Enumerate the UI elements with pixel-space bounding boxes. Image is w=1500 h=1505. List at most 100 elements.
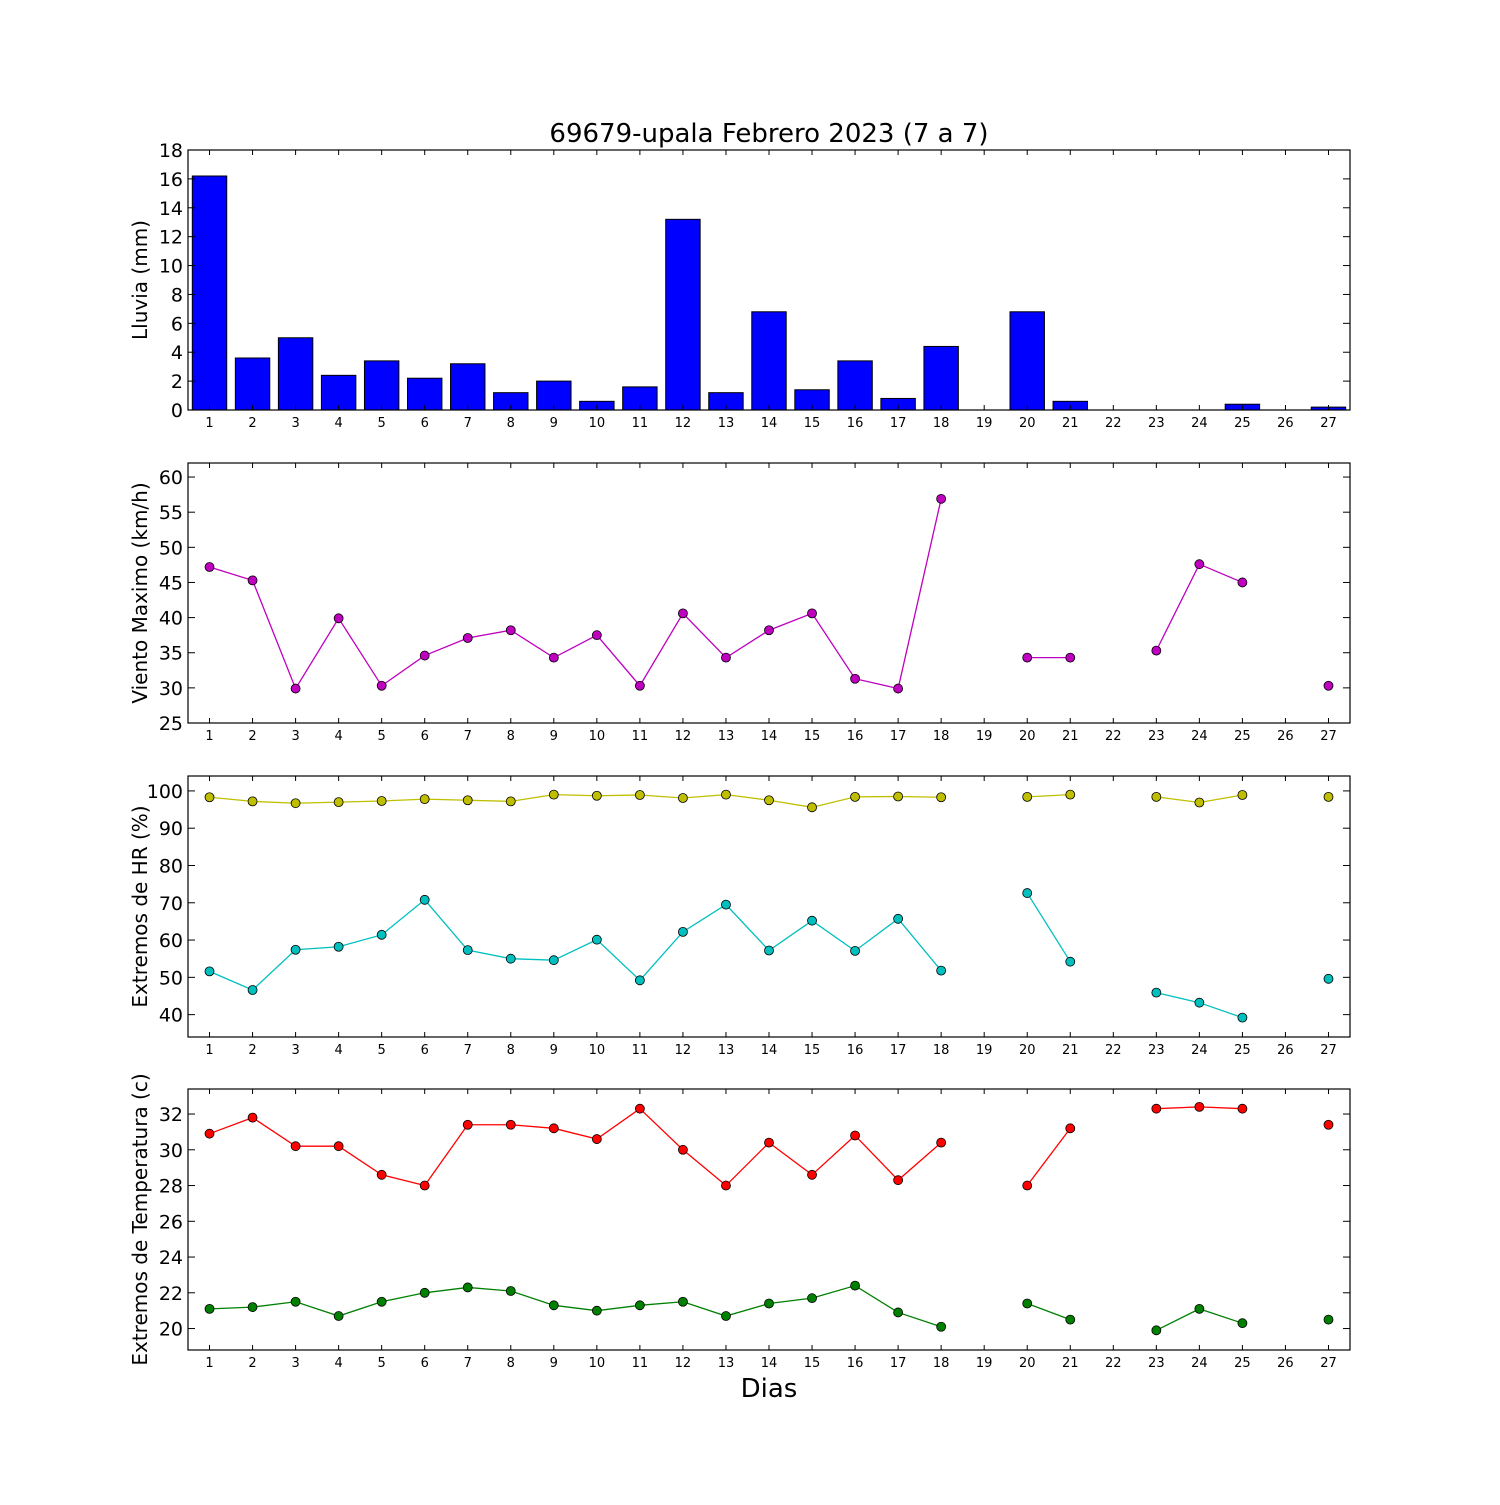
y-tick-label: 70 — [159, 893, 183, 915]
x-tick-label: 2 — [248, 1043, 256, 1058]
x-tick-label: 20 — [1019, 1043, 1036, 1058]
series-1-point-day-4 — [333, 797, 344, 807]
y-tick-label: 22 — [159, 1283, 183, 1305]
series-1-point-day-8 — [505, 1119, 516, 1130]
y-tick-label: 26 — [159, 1211, 183, 1233]
x-tick-label: 9 — [550, 1043, 558, 1058]
x-tick-label: 25 — [1234, 416, 1251, 431]
series-1-point-day-3 — [290, 798, 301, 809]
series-2-point-day-11 — [634, 975, 645, 986]
series-2-line-segment-2 — [1026, 1302, 1071, 1321]
series-2-point-day-20 — [1022, 1298, 1033, 1309]
x-tick-label: 10 — [589, 1043, 606, 1058]
x-tick-label: 20 — [1019, 416, 1036, 431]
x-tick-label: 6 — [421, 1043, 429, 1058]
series-1-point-day-8 — [505, 796, 516, 807]
series-1-line-segment-1 — [209, 498, 942, 691]
y-tick-label: 16 — [159, 169, 183, 191]
y-tick-label: 8 — [171, 284, 183, 306]
x-tick-label: 7 — [464, 416, 472, 431]
x-tick-label: 12 — [675, 416, 692, 431]
series-1-point-day-9 — [548, 789, 559, 800]
x-tick-label: 19 — [976, 416, 993, 431]
x-tick-label: 3 — [291, 1356, 299, 1371]
x-tick-label: 5 — [378, 1356, 386, 1371]
series-2-point-day-16 — [850, 945, 860, 956]
x-tick-label: 17 — [890, 729, 907, 744]
series-2-point-day-20 — [1022, 888, 1033, 898]
series-1-point-day-24 — [1194, 1101, 1205, 1112]
x-tick-label: 27 — [1320, 729, 1337, 744]
x-tick-label: 23 — [1148, 1043, 1165, 1058]
series-2-point-day-2 — [247, 1302, 258, 1312]
series-1-point-day-15 — [807, 608, 817, 619]
x-tick-label: 6 — [421, 729, 429, 744]
x-tick-label: 18 — [933, 1043, 950, 1058]
x-tick-label: 15 — [804, 729, 821, 744]
x-tick-label: 9 — [550, 729, 558, 744]
series-1-point-day-2 — [247, 575, 258, 586]
x-tick-label: 16 — [847, 1043, 864, 1058]
series-1-point-day-12 — [678, 793, 688, 803]
series-2-point-day-8 — [505, 1286, 516, 1296]
x-tick-label: 26 — [1277, 729, 1294, 744]
series-2-point-day-27 — [1323, 973, 1334, 984]
series-1-line-segment-3 — [1155, 563, 1243, 651]
series-1-point-day-14 — [764, 1137, 774, 1148]
series-2-point-day-14 — [764, 945, 774, 956]
series-1-point-day-12 — [678, 1144, 688, 1155]
series-2-point-day-1 — [204, 1303, 215, 1314]
y-tick-label: 20 — [159, 1319, 183, 1341]
series-1-point-day-24 — [1194, 559, 1205, 570]
series-1-point-day-23 — [1151, 645, 1162, 656]
x-tick-label: 12 — [675, 1043, 692, 1058]
x-tick-label: 8 — [507, 729, 515, 744]
series-1-point-day-24 — [1194, 797, 1205, 808]
y-tick-label: 100 — [147, 781, 183, 803]
series-1-point-day-15 — [807, 802, 817, 813]
x-tick-label: 6 — [421, 1356, 429, 1371]
x-tick-label: 6 — [421, 416, 429, 431]
x-tick-label: 20 — [1019, 1356, 1036, 1371]
y-tick-label: 50 — [159, 537, 183, 559]
series-2-point-day-6 — [419, 894, 430, 905]
x-tick-label: 19 — [976, 729, 993, 744]
x-tick-label: 13 — [718, 1356, 735, 1371]
series-2-point-day-13 — [721, 1311, 731, 1321]
panel-2-axes-frame — [187, 462, 1351, 724]
y-tick-label: 2 — [171, 371, 183, 393]
x-tick-label: 21 — [1062, 1356, 1079, 1371]
series-1-point-day-13 — [721, 789, 731, 800]
series-1-point-day-5 — [376, 796, 387, 806]
x-tick-label: 1 — [205, 1356, 213, 1371]
series-1-point-day-16 — [850, 1130, 860, 1141]
series-2-point-day-18 — [936, 965, 947, 976]
bar-day-7 — [450, 363, 486, 411]
x-tick-label: 4 — [334, 416, 342, 431]
bar-day-6 — [406, 377, 443, 411]
series-1-point-day-23 — [1151, 1103, 1162, 1114]
x-tick-label: 21 — [1062, 416, 1079, 431]
series-1-point-day-17 — [893, 791, 904, 802]
series-2-point-day-15 — [807, 915, 817, 926]
y-tick-label: 55 — [159, 502, 183, 524]
x-tick-label: 15 — [804, 1043, 821, 1058]
x-tick-label: 4 — [334, 729, 342, 744]
x-tick-label: 13 — [718, 1043, 735, 1058]
series-1-point-day-1 — [204, 562, 215, 572]
x-tick-label: 8 — [507, 1356, 515, 1371]
x-tick-label: 19 — [976, 1356, 993, 1371]
series-2-point-day-16 — [850, 1280, 860, 1291]
x-tick-label: 25 — [1234, 1356, 1251, 1371]
x-tick-label: 7 — [464, 1356, 472, 1371]
y-tick-label: 12 — [159, 227, 183, 249]
x-tick-label: 7 — [464, 729, 472, 744]
x-tick-label: 12 — [675, 729, 692, 744]
x-tick-label: 17 — [890, 416, 907, 431]
series-1-point-day-1 — [204, 1128, 215, 1139]
x-tick-label: 14 — [761, 1043, 778, 1058]
x-tick-label: 15 — [804, 416, 821, 431]
y-tick-label: 30 — [159, 678, 183, 700]
